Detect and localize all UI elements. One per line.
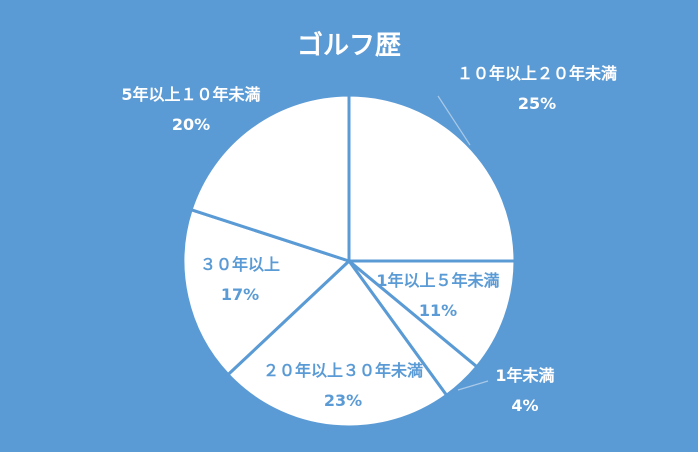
slice-label: 5年以上１０年未満 bbox=[121, 85, 260, 104]
pie-slice bbox=[347, 259, 517, 369]
pie-slices bbox=[181, 93, 517, 429]
leader-line bbox=[437, 95, 471, 146]
data-labels: １０年以上２０年未満 25% 1年以上５年未満 11% 1年未満 4% ２０年以上３０年未満… bbox=[121, 64, 617, 415]
slice-label: 1年以上５年未満 bbox=[376, 271, 499, 290]
slice-label: ３０年以上 bbox=[200, 255, 280, 274]
slice-percent-label: 11% bbox=[419, 301, 457, 320]
slice-label: 1年未満 bbox=[495, 366, 554, 385]
slice-percent-label: 25% bbox=[518, 94, 556, 113]
slice-percent-label: 20% bbox=[172, 115, 210, 134]
leader-lines bbox=[437, 95, 489, 391]
chart-title: ゴルフ歴 bbox=[297, 30, 401, 61]
slice-label: ２０年以上３０年未満 bbox=[263, 361, 423, 380]
slice-percent-label: 17% bbox=[221, 285, 259, 304]
slice-label: １０年以上２０年未満 bbox=[457, 64, 617, 83]
leader-line bbox=[457, 380, 489, 391]
pie-slice bbox=[226, 259, 449, 429]
pie-slice bbox=[189, 93, 351, 263]
pie-slice bbox=[181, 208, 351, 377]
slice-percent-label: 23% bbox=[324, 391, 362, 410]
pie-slice bbox=[347, 93, 517, 263]
slice-percent-label: 4% bbox=[511, 396, 538, 415]
